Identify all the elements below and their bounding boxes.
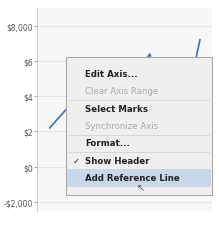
Text: Select Marks: Select Marks [85,104,148,113]
Text: Add Reference Line: Add Reference Line [85,173,180,182]
Text: ✓: ✓ [73,156,80,165]
FancyBboxPatch shape [66,57,212,195]
Text: Synchronize Axis: Synchronize Axis [85,121,158,131]
Text: ↖: ↖ [136,182,144,192]
Text: Clear Axis Range: Clear Axis Range [85,87,158,96]
Y-axis label: Profit: Profit [0,99,1,121]
Text: Format...: Format... [85,139,130,148]
Text: Edit Axis...: Edit Axis... [85,70,137,79]
Text: Show Header: Show Header [85,156,149,165]
FancyBboxPatch shape [67,169,211,187]
